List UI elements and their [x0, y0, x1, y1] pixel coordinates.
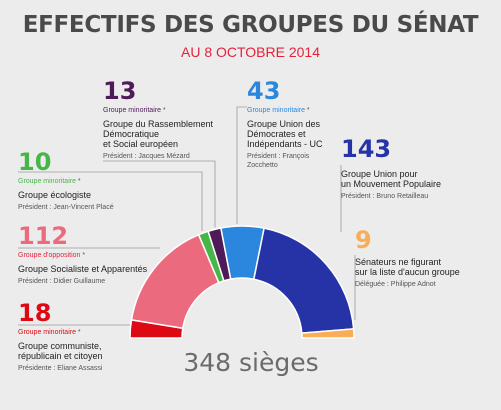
group-udi-kind: Groupe minoritaire * — [247, 107, 310, 114]
group-rdse-kind: Groupe minoritaire * — [103, 107, 166, 114]
leader-udi — [236, 106, 247, 225]
group-ump: 143 Groupe Union pour un Mouvement Popula… — [341, 136, 491, 201]
group-non-inscrits-count: 9 — [355, 226, 372, 254]
group-udi: 43 Groupe minoritaire * Groupe Union des… — [247, 78, 337, 170]
group-non-inscrits-president: Déléguée : Philippe Adnot — [355, 281, 436, 288]
group-ecologiste-count: 10 — [18, 148, 52, 176]
group-ecologiste-kind: Groupe minoritaire * — [18, 178, 81, 185]
leader-ecologiste — [18, 171, 203, 231]
group-rdse-president: Président : Jacques Mézard — [103, 153, 190, 160]
group-ecologiste-name: Groupe écologiste — [18, 190, 92, 200]
group-ecologiste: 10 Groupe minoritaire * Groupe écologist… — [18, 149, 188, 212]
group-udi-count: 43 — [247, 77, 281, 105]
group-non-inscrits-name: Sénateurs ne figurant sur la liste d'aucu… — [355, 257, 460, 277]
slice-non-inscrits — [300, 328, 355, 339]
group-crc-count: 18 — [18, 299, 52, 327]
group-socialiste-kind: Groupe d'opposition * — [18, 252, 86, 259]
group-udi-name: Groupe Union des Démocrates et Indépendant… — [247, 119, 323, 149]
group-crc-kind: Groupe minoritaire * — [18, 329, 81, 336]
group-non-inscrits: 9 Sénateurs ne figurant sur la liste d'au… — [355, 227, 495, 289]
chart-subtitle: AU 8 OCTOBRE 2014 — [180, 44, 321, 60]
group-crc-president: Présidente : Eliane Assassi — [18, 365, 103, 372]
group-socialiste-president: Président : Didier Guillaume — [18, 278, 106, 285]
leader-rdse — [103, 160, 216, 228]
chart-title: EFFECTIFS DES GROUPES DU SÉNAT — [22, 12, 479, 38]
group-rdse-count: 13 — [103, 77, 137, 105]
group-ump-president: Président : Bruno Retailleau — [341, 193, 429, 200]
group-udi-president: Président : François Zocchetto — [247, 153, 310, 169]
total-seats-label: 348 sièges — [183, 348, 319, 377]
group-socialiste-name: Groupe Socialiste et Apparentés — [18, 264, 148, 274]
group-socialiste: 112 Groupe d'opposition * Groupe Sociali… — [18, 223, 188, 286]
group-crc-name: Groupe communiste, républicain et citoyen — [18, 341, 103, 361]
chart-slices — [129, 225, 355, 339]
slice-ump — [252, 227, 355, 334]
group-rdse: 13 Groupe minoritaire * Groupe du Rassem… — [103, 78, 233, 161]
group-rdse-name: Groupe du Rassemblement Démocratique et So… — [103, 119, 214, 149]
group-ump-name: Groupe Union pour un Mouvement Populaire — [341, 169, 442, 189]
group-crc: 18 Groupe minoritaire * Groupe communist… — [18, 300, 188, 373]
group-ump-count: 143 — [341, 135, 392, 163]
leader-lines — [18, 106, 356, 326]
group-socialiste-count: 112 — [18, 222, 69, 250]
group-ecologiste-president: Président : Jean-Vincent Placé — [18, 204, 114, 211]
